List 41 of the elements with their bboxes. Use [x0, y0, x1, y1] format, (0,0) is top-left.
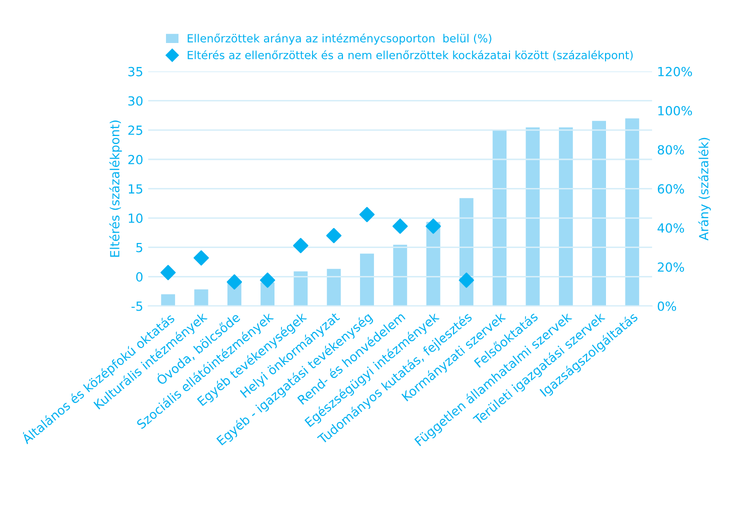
point [359, 206, 375, 222]
y2-tick-label: 60% [658, 184, 684, 194]
y-tick-label: 10 [128, 213, 143, 223]
y-tick-label: 30 [128, 96, 143, 106]
y2-axis-title: Arány (százalék) [698, 138, 711, 240]
y-axis-title: Eltérés (százalékpont) [109, 120, 122, 257]
point [260, 272, 276, 288]
point [160, 264, 176, 280]
y-tick-label: 25 [128, 126, 142, 135]
bar [625, 118, 640, 306]
point [392, 218, 408, 234]
y-tick-label: -5 [131, 302, 142, 311]
bar [326, 268, 341, 306]
bar [558, 127, 573, 306]
y2-tick-label: 40% [658, 223, 684, 233]
y2-tick-label: 120% [658, 66, 692, 76]
point [194, 250, 209, 266]
bar [492, 130, 507, 306]
bar [393, 244, 408, 306]
bar [360, 254, 374, 306]
y2-tick-label: 20% [658, 262, 684, 272]
y2-tick-label: 0% [658, 301, 676, 311]
legend-label: Ellenőrzöttek aránya az intézménycsoporton belül (%) [188, 33, 492, 45]
y2-tick-label: 100% [658, 106, 692, 116]
bar [194, 289, 208, 306]
point [326, 228, 342, 244]
point [458, 272, 474, 288]
y-tick-label: 15 [128, 184, 142, 194]
y-tick-label: 20 [128, 154, 143, 164]
y-tick-label: 0 [136, 272, 143, 282]
legend-label: Eltérés az ellenőrzöttek és a nem ellenőrzöttek kockázatai között (százalékpont) [188, 50, 633, 62]
y-tick-label: 5 [136, 242, 142, 252]
point [293, 238, 308, 254]
bar [592, 120, 606, 306]
point [226, 274, 242, 290]
y2-tick-label: 80% [658, 145, 684, 155]
point [426, 218, 441, 234]
bar [526, 127, 540, 306]
bar [294, 271, 308, 306]
bar [161, 294, 176, 306]
y-tick-label: 35 [128, 66, 142, 76]
